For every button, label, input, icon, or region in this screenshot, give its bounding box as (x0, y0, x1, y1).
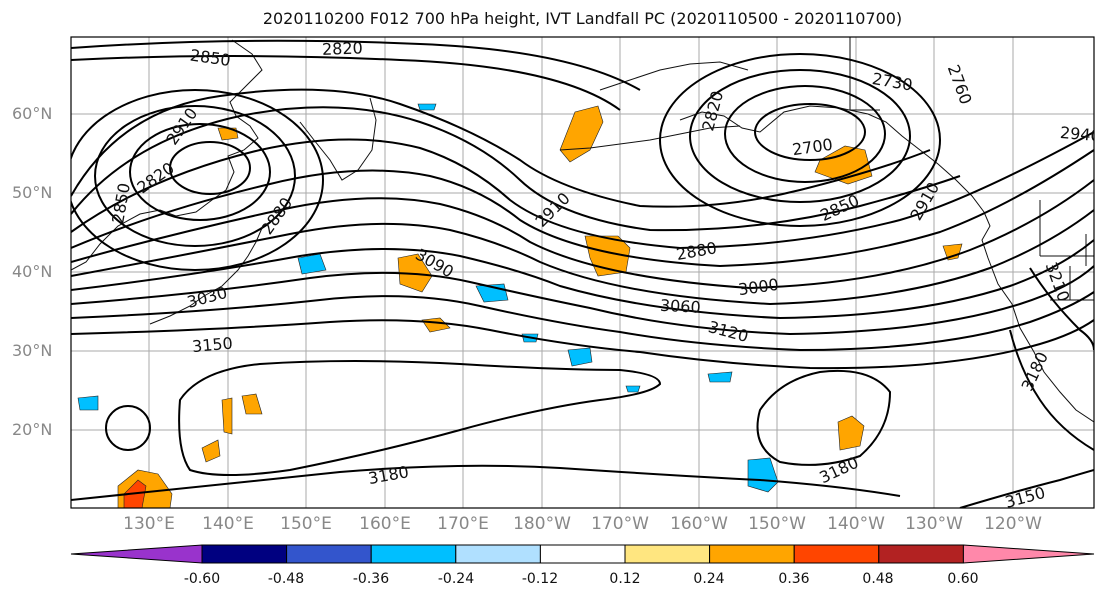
contour-small-high (105, 405, 151, 451)
negative-anomaly (77, 395, 99, 411)
positive-anomaly (221, 397, 233, 435)
contour-3120 (71, 291, 1094, 352)
colorbar-tick-label: 0.36 (778, 571, 810, 587)
contour-east-low (724, 85, 886, 183)
lon-tick-label: 150°W (748, 514, 806, 534)
contour-3180-south (71, 464, 901, 501)
contour-2940 (71, 131, 1094, 250)
contour-east-low (659, 53, 941, 227)
ivt-shading (77, 103, 963, 508)
contour-3210 (1029, 267, 1094, 351)
contour-east-low (689, 69, 911, 203)
lon-tick-label: 140°E (202, 514, 254, 534)
contour-3180-coast (1009, 329, 1094, 451)
lon-tick-label: 180°W (513, 514, 571, 534)
colorbar-segment (878, 544, 964, 564)
height-contours (71, 39, 1094, 508)
negative-anomaly (297, 253, 327, 275)
colorbar-segment (539, 544, 626, 564)
lon-tick-label: 170°W (591, 514, 649, 534)
colorbar-segment (709, 544, 795, 564)
colorbar-extend-max (962, 544, 1095, 564)
lon-tick-label: 170°E (437, 514, 489, 534)
negative-anomaly (747, 457, 779, 493)
lon-tick-label: 160°E (359, 514, 411, 534)
colorbar (70, 544, 1095, 564)
lon-tick-label: 150°E (280, 514, 332, 534)
map-frame (70, 36, 1095, 509)
contour-2820 (71, 39, 641, 91)
colorbar-tick-label: -0.12 (521, 571, 559, 587)
colorbar-tick-label: -0.24 (437, 571, 475, 587)
contour-3150 (71, 319, 1094, 370)
colorbar-segment (286, 544, 372, 564)
colorbar-segment (455, 544, 541, 564)
colorbar-tick-label: 0.24 (693, 571, 725, 587)
lat-tick-label: 50°N (12, 183, 53, 202)
positive-anomaly (942, 243, 963, 261)
lat-tick-label: 40°N (12, 262, 53, 281)
contour-3180-east (756, 369, 892, 466)
colorbar-tick-label: -0.48 (267, 571, 305, 587)
lat-tick-label: 60°N (12, 104, 53, 123)
canada-border (849, 37, 880, 111)
positive-anomaly (559, 105, 604, 163)
contour-3060 (71, 239, 1094, 320)
asia-coastline (71, 39, 263, 271)
map-panel: 2850 2820 2910 2820 2850 2880 3030 3090 … (71, 37, 1101, 508)
contour-3030 (71, 209, 1094, 306)
contour-label: 2820 (322, 38, 363, 58)
contour-2910 (71, 89, 324, 271)
contour-2910 (71, 106, 961, 232)
contour-label: 2940 (1059, 123, 1101, 145)
contour-2820 (169, 141, 251, 195)
contour-2880 (71, 88, 931, 208)
lat-tick-label: 20°N (12, 420, 53, 439)
alaska-coastline (679, 105, 1094, 423)
contour-label: 3060 (660, 296, 702, 317)
negative-anomaly (707, 371, 733, 383)
lon-tick-label: 120°W (984, 514, 1042, 534)
colorbar-segment (624, 544, 711, 564)
contour-3090 (71, 265, 1094, 336)
contour-2850 (71, 55, 621, 111)
colorbar-segment (370, 544, 457, 564)
colorbar-tick-label: 0.48 (862, 571, 894, 587)
lat-tick-label: 30°N (12, 341, 53, 360)
colorbar-segment (201, 544, 288, 564)
contour-label: 3150 (191, 334, 233, 356)
positive-anomaly (837, 415, 865, 451)
colorbar-extend-min (70, 544, 203, 564)
figure-title: 2020110200 F012 700 hPa height, IVT Land… (262, 9, 903, 28)
colorbar-tick-label: 0.12 (609, 571, 641, 587)
aleutian-chain (559, 125, 741, 151)
lon-tick-label: 160°W (670, 514, 728, 534)
state-border (1039, 200, 1094, 301)
contour-3180-ring (178, 360, 662, 476)
colorbar-segment (793, 544, 880, 564)
contour-2970 (71, 149, 1094, 268)
contour-east-low (754, 103, 866, 161)
negative-anomaly (625, 385, 641, 393)
contour-2880 (94, 105, 296, 247)
colorbar-tick-label: 0.60 (947, 571, 979, 587)
positive-anomaly (241, 393, 263, 415)
colorbar-tick-label: -0.36 (352, 571, 390, 587)
negative-anomaly (417, 103, 437, 111)
contour-3150-se (959, 469, 1094, 508)
kamchatka (299, 97, 377, 181)
lon-tick-label: 130°E (123, 514, 175, 534)
lon-tick-label: 130°W (905, 514, 963, 534)
contour-2850 (129, 123, 271, 221)
colorbar-tick-label: -0.60 (183, 571, 221, 587)
positive-anomaly (201, 439, 221, 463)
negative-anomaly (567, 347, 593, 367)
contour-3000 (71, 179, 1094, 290)
lon-tick-label: 140°W (827, 514, 885, 534)
